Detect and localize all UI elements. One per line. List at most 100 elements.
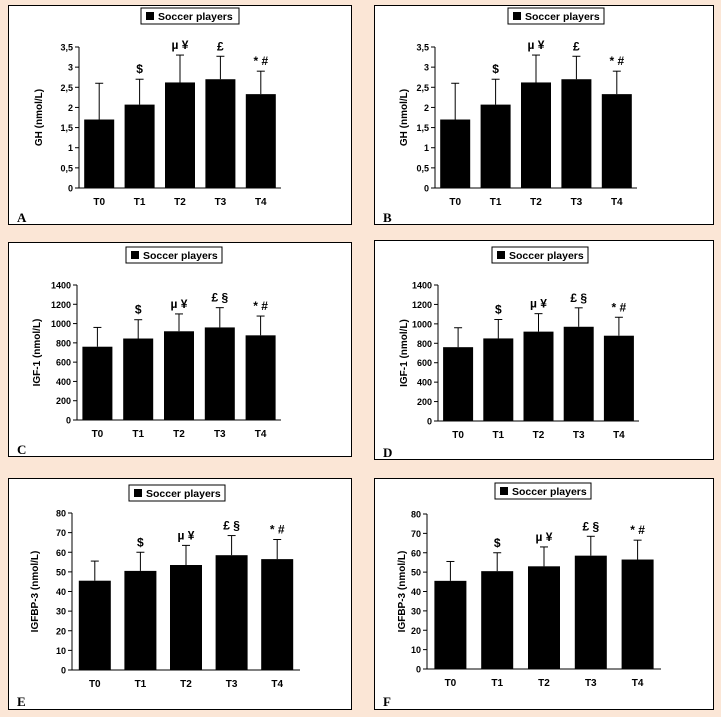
bar — [528, 566, 560, 669]
y-tick-label: 10 — [56, 646, 66, 656]
y-tick-label: 70 — [56, 528, 66, 538]
y-tick-label: 3,5 — [416, 43, 429, 53]
y-tick-label: 3 — [424, 63, 429, 73]
y-axis-label: GH (nmol/L) — [34, 89, 45, 146]
panel-c: Soccer players 0 200 400 600 800 1000 1200 1400 I… — [8, 242, 352, 457]
chart-b: Soccer players 0 0,5 1 1,5 2 2,5 3 3,5 GH (nmol/L… — [399, 7, 637, 208]
x-tick-label: T1 — [134, 197, 146, 208]
y-tick-label: 30 — [56, 607, 66, 617]
significance-marker: $ — [495, 302, 502, 316]
y-tick-label: 3 — [68, 63, 73, 73]
x-tick-label: T2 — [173, 429, 185, 440]
x-tick-label: T4 — [611, 197, 623, 208]
y-axis-label: IGF-1 (nmol/L) — [399, 319, 410, 387]
legend: Soccer players — [491, 246, 589, 264]
significance-marker: £ § — [211, 291, 228, 305]
x-tick-label: T4 — [255, 197, 267, 208]
x-tick-label: T1 — [135, 679, 147, 690]
chart-e: Soccer players 0 10 20 30 40 50 60 70 80 IGFBP-3 (… — [30, 484, 300, 690]
bar — [261, 559, 294, 670]
bar — [170, 565, 202, 670]
bar — [164, 331, 194, 420]
y-tick-label: 3,5 — [60, 43, 73, 53]
bar — [440, 119, 471, 188]
bar — [603, 335, 634, 421]
chart-d: Soccer players 0 200 400 600 800 1000 1200 1400 I… — [399, 246, 639, 441]
panel-label: A — [17, 210, 27, 225]
y-tick-label: 30 — [411, 606, 421, 616]
y-tick-label: 0,5 — [60, 163, 73, 173]
x-tick-label: T0 — [449, 197, 461, 208]
significance-marker: £ § — [223, 519, 240, 533]
bar — [434, 580, 467, 669]
y-tick-label: 0 — [427, 417, 432, 427]
significance-marker: * # — [253, 299, 268, 313]
y-tick-label: 0 — [424, 184, 429, 194]
y-tick-label: 60 — [56, 548, 66, 558]
panel-label: C — [17, 442, 27, 457]
panel-f: Soccer players 0 10 20 30 40 50 60 70 80 IGFBP-3 (… — [374, 478, 714, 710]
y-tick-label: 600 — [417, 358, 432, 368]
legend-swatch — [497, 251, 505, 259]
significance-marker: * # — [253, 54, 268, 68]
x-tick-label: T1 — [132, 429, 144, 440]
significance-marker: µ ¥ — [171, 297, 188, 311]
bar — [481, 571, 514, 669]
panel-b: Soccer players 0 0,5 1 1,5 2 2,5 3 3,5 GH (nmol/L… — [374, 5, 714, 225]
legend: Soccer players — [125, 246, 223, 264]
significance-marker: µ ¥ — [178, 528, 195, 542]
y-tick-label: 0 — [68, 184, 73, 194]
bar — [443, 347, 474, 421]
significance-marker: * # — [612, 300, 627, 314]
bar — [123, 338, 154, 420]
legend-box — [491, 246, 589, 264]
y-tick-label: 800 — [417, 339, 432, 349]
significance-marker: $ — [136, 62, 143, 76]
x-tick-label: T1 — [490, 197, 502, 208]
chart-f: Soccer players 0 10 20 30 40 50 60 70 80 IGFBP-3 (… — [397, 482, 661, 689]
y-tick-label: 0 — [416, 665, 421, 675]
bar — [601, 94, 632, 188]
legend-label: Soccer players — [512, 486, 587, 498]
y-tick-label: 1000 — [51, 319, 71, 329]
legend-label: Soccer players — [525, 11, 600, 23]
legend-box — [507, 7, 605, 25]
x-tick-label: T0 — [89, 679, 101, 690]
panel-a: Soccer players 0 0,5 1 1,5 2 2,5 3 3,5 GH (nmol/L… — [8, 5, 352, 225]
legend-label: Soccer players — [146, 488, 221, 500]
y-tick-label: 200 — [56, 396, 71, 406]
y-tick-label: 10 — [411, 645, 421, 655]
y-axis-label: IGFBP-3 (nmol/L) — [397, 551, 408, 633]
x-tick-label: T3 — [214, 429, 226, 440]
y-tick-label: 800 — [56, 338, 71, 348]
y-tick-label: 1 — [424, 143, 429, 153]
x-tick-label: T3 — [585, 678, 597, 689]
x-tick-label: T3 — [215, 197, 227, 208]
significance-marker: µ ¥ — [530, 297, 547, 311]
y-tick-label: 40 — [56, 587, 66, 597]
bar — [204, 327, 235, 420]
y-tick-label: 2 — [68, 103, 73, 113]
legend-label: Soccer players — [509, 250, 584, 262]
legend-swatch — [513, 12, 521, 20]
x-tick-label: T2 — [538, 678, 550, 689]
bar — [245, 335, 276, 420]
x-tick-label: T2 — [530, 197, 542, 208]
bar — [84, 119, 115, 188]
significance-marker: µ ¥ — [536, 530, 553, 544]
bar — [205, 79, 236, 188]
x-tick-label: T3 — [573, 430, 585, 441]
bar — [523, 331, 554, 421]
y-tick-label: 0 — [61, 666, 66, 676]
panel-label: E — [17, 694, 26, 709]
y-tick-label: 1400 — [51, 281, 71, 291]
significance-marker: µ ¥ — [172, 38, 189, 52]
y-tick-label: 20 — [56, 626, 66, 636]
significance-marker: £ § — [570, 291, 587, 305]
y-tick-label: 40 — [411, 587, 421, 597]
y-tick-label: 50 — [411, 568, 421, 578]
y-tick-label: 50 — [56, 567, 66, 577]
chart-a: Soccer players 0 0,5 1 1,5 2 2,5 3 3,5 GH (nmol/L… — [34, 7, 281, 208]
legend: Soccer players — [128, 484, 226, 502]
bar — [215, 555, 248, 670]
